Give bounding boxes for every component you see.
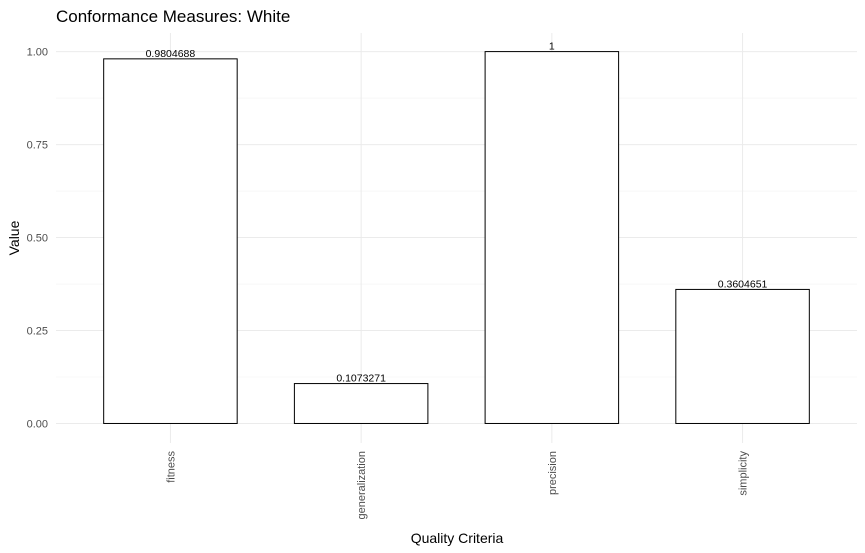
y-tick-label: 0.25 [27, 326, 48, 338]
bar-fitness [103, 58, 238, 424]
x-tick-label-generalization: generalization [356, 451, 368, 520]
bars [103, 51, 810, 424]
chart-title: Conformance Measures: White [56, 7, 290, 26]
bar-generalization [293, 383, 429, 424]
data-label-precision: 1 [549, 41, 555, 53]
x-axis-ticks: fitness generalization precision simplicity [165, 451, 749, 520]
y-axis-ticks: 0.00 0.25 0.50 0.75 1.00 [27, 47, 48, 431]
data-label-generalization: 0.1073271 [336, 373, 386, 385]
x-axis-title: Quality Criteria [411, 530, 504, 546]
y-axis-title: Value [6, 220, 22, 255]
y-tick-label: 0.50 [27, 233, 48, 245]
x-tick-label-simplicity: simplicity [738, 451, 750, 496]
data-label-simplicity: 0.3604651 [718, 278, 768, 290]
y-tick-label: 1.00 [27, 47, 48, 59]
data-label-fitness: 0.9804688 [146, 48, 196, 60]
bar-simplicity [675, 288, 810, 424]
x-tick-label-fitness: fitness [165, 451, 177, 483]
x-tick-label-precision: precision [547, 451, 559, 495]
bar-precision [484, 51, 620, 424]
data-labels: 0.9804688 0.1073271 1 0.3604651 [146, 41, 768, 385]
y-tick-label: 0.00 [27, 418, 48, 430]
y-tick-label: 0.75 [27, 140, 48, 152]
